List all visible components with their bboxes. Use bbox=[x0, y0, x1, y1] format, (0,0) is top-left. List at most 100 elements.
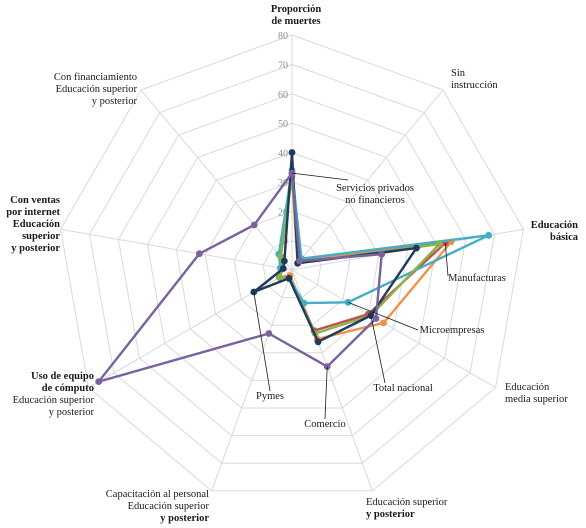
data-point bbox=[288, 149, 296, 156]
callout-1: Manufacturas bbox=[444, 242, 506, 284]
callout-leader bbox=[347, 301, 419, 331]
data-point bbox=[196, 250, 203, 258]
callout-leader bbox=[444, 242, 449, 277]
tick-label: 50 bbox=[278, 119, 288, 130]
axis-label-line: instrucción bbox=[451, 80, 498, 91]
grid-ring-80 bbox=[60, 34, 524, 492]
data-point bbox=[285, 274, 293, 282]
callout-label: Pymes bbox=[256, 391, 284, 402]
data-point bbox=[485, 231, 493, 239]
callout-5: Comercio bbox=[304, 366, 346, 430]
axis-spoke-6 bbox=[88, 269, 293, 388]
data-point bbox=[378, 250, 386, 258]
axis-label-line: y posterior bbox=[92, 96, 138, 107]
axis-label-line: Educación superior bbox=[366, 497, 448, 508]
axis-label-line: media superior bbox=[505, 394, 568, 405]
data-point bbox=[281, 257, 288, 265]
radar-grid bbox=[60, 34, 524, 492]
data-point bbox=[95, 378, 103, 385]
grid-ring-30 bbox=[204, 181, 380, 354]
axis-spoke-3 bbox=[291, 269, 496, 388]
data-point bbox=[279, 265, 287, 272]
axis-label-line: Educación bbox=[13, 219, 60, 230]
callout-label: Microempresas bbox=[420, 325, 485, 336]
callout-label: Servicios privados bbox=[336, 183, 414, 194]
callout-label: no financieros bbox=[345, 195, 405, 206]
axis-spoke-5 bbox=[211, 269, 293, 491]
grid-ring-40 bbox=[175, 151, 409, 381]
callout-4: Pymes bbox=[253, 291, 284, 402]
tick-label: 60 bbox=[278, 90, 288, 101]
axis-label-line: y posterior bbox=[11, 243, 60, 254]
data-point bbox=[413, 244, 420, 252]
axis-label-line: Con ventas bbox=[10, 195, 60, 206]
data-point bbox=[275, 273, 283, 281]
axis-label-line: Uso de equipo bbox=[31, 371, 94, 382]
callout-label: Manufacturas bbox=[448, 273, 506, 284]
axis-label-line: básica bbox=[550, 232, 579, 243]
axis-label-line: y posterior bbox=[49, 407, 95, 418]
data-point bbox=[436, 240, 443, 248]
callout-leader bbox=[253, 291, 271, 392]
axis-spoke-4 bbox=[291, 269, 373, 491]
tick-label: 70 bbox=[278, 60, 288, 71]
callout-leader bbox=[324, 366, 328, 420]
callout-leader bbox=[370, 315, 386, 384]
data-point bbox=[277, 253, 285, 260]
data-point bbox=[250, 221, 258, 229]
axis-label-line: de cómputo bbox=[42, 383, 94, 394]
radar-series bbox=[95, 149, 493, 385]
axis-label-line: y posterior bbox=[366, 509, 415, 520]
callout-2: Microempresas bbox=[347, 301, 485, 336]
tick-label: 40 bbox=[278, 149, 288, 160]
axis-label-line: y posterior bbox=[160, 513, 209, 524]
grid-ring-60 bbox=[117, 93, 467, 437]
tick-label: 80 bbox=[278, 31, 288, 42]
axis-label-line: de muertes bbox=[271, 16, 320, 27]
data-point bbox=[372, 315, 380, 322]
grid-ring-50 bbox=[146, 122, 438, 409]
callout-label: Comercio bbox=[304, 419, 345, 430]
series-line bbox=[97, 171, 383, 383]
callout-label: Total nacional bbox=[373, 383, 433, 394]
axis-label-line: Con financiamiento bbox=[54, 72, 137, 83]
axis-label-line: Educación bbox=[531, 220, 578, 231]
callout-3: Total nacional bbox=[370, 315, 433, 394]
data-point bbox=[296, 257, 303, 265]
grid-ring-20 bbox=[233, 210, 351, 326]
axis-spoke-1 bbox=[291, 89, 444, 271]
grid-ring-70 bbox=[88, 63, 496, 464]
axis-spoke-8 bbox=[140, 89, 293, 271]
axis-label-line: Educación bbox=[505, 382, 550, 393]
axis-label-line: superior bbox=[22, 231, 60, 242]
axis-label-line: Educación superior bbox=[13, 395, 95, 406]
series-5 bbox=[95, 169, 386, 385]
axis-label-line: Sin bbox=[451, 68, 466, 79]
axis-label-line: Educación superior bbox=[56, 84, 138, 95]
tick-label: 20 bbox=[278, 207, 288, 218]
axis-label-line: por internet bbox=[6, 207, 60, 218]
callout-leader bbox=[291, 172, 349, 181]
tick-label: 30 bbox=[278, 178, 288, 189]
data-point bbox=[265, 330, 273, 337]
axis-label-line: Educación superior bbox=[128, 501, 210, 512]
data-point bbox=[380, 319, 387, 327]
data-point bbox=[314, 338, 322, 346]
series-line bbox=[277, 168, 490, 305]
axis-spoke-7 bbox=[60, 228, 293, 271]
axis-label-line: Capacitación al personal bbox=[106, 489, 209, 500]
axis-label-line: Proporción bbox=[271, 4, 322, 15]
